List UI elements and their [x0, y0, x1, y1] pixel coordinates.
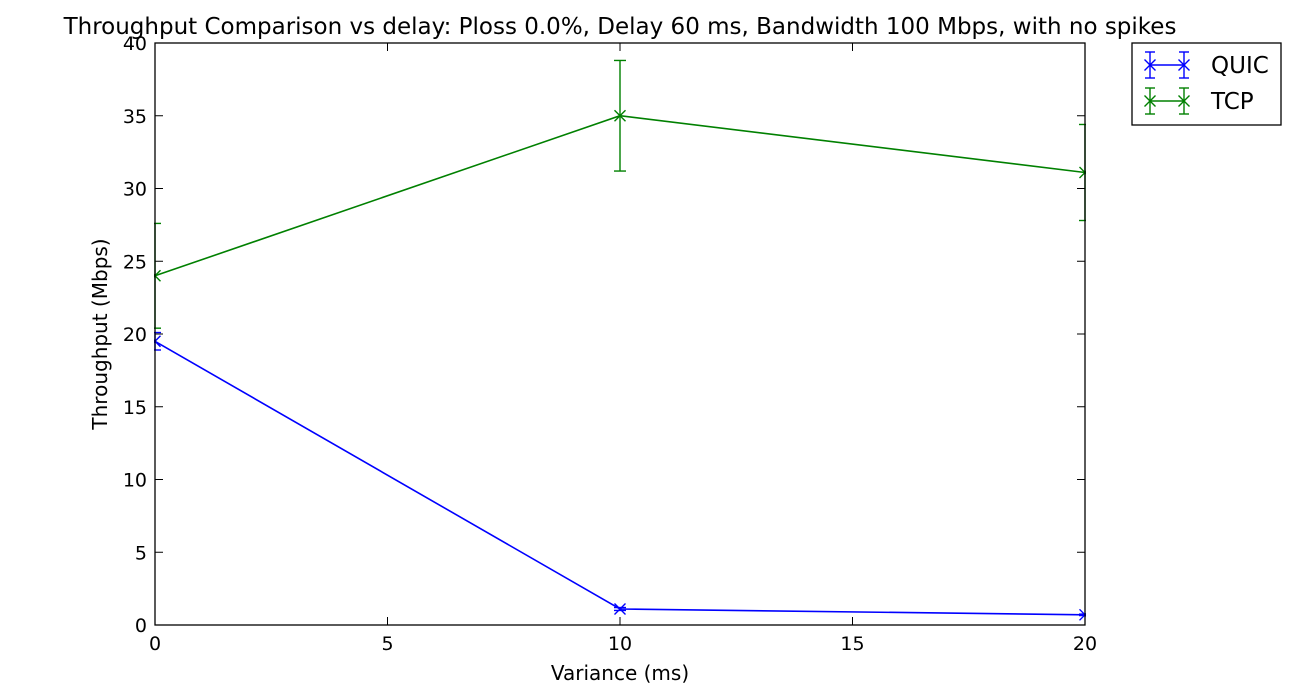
legend-box — [1131, 42, 1282, 126]
y-tick-label: 35 — [123, 106, 147, 128]
x-tick-label: 10 — [608, 633, 632, 655]
plot-area: 0 5 10 15 20 0 5 10 15 20 25 30 35 40 — [123, 33, 1097, 655]
y-tick-label: 40 — [123, 33, 147, 55]
x-tick-label: 5 — [381, 633, 393, 655]
y-tick-label: 25 — [123, 251, 147, 273]
series-line-quic — [154, 340, 1086, 616]
legend-marker-quic — [1178, 59, 1190, 71]
x-tick-label: 0 — [149, 633, 161, 655]
y-tick-label: 5 — [135, 542, 147, 564]
legend-label-tcp: TCP — [1210, 89, 1254, 115]
chart-title: Throughput Comparison vs delay: Ploss 0.… — [63, 14, 1177, 40]
y-axis-label: Throughput (Mbps) — [88, 238, 112, 430]
legend: QUIC TCP — [1131, 42, 1282, 126]
series-quic — [154, 331, 1086, 621]
x-tick-label: 15 — [840, 633, 864, 655]
y-tick-label: 0 — [135, 615, 147, 637]
legend-label-quic: QUIC — [1211, 53, 1269, 79]
ticks-layer: 0 5 10 15 20 0 5 10 15 20 25 30 35 40 — [123, 33, 1097, 655]
series-layer — [154, 59, 1086, 621]
x-axis-label: Variance (ms) — [551, 661, 689, 685]
y-tick-label: 15 — [123, 397, 147, 419]
y-tick-label: 30 — [123, 179, 147, 201]
legend-marker-tcp — [1144, 95, 1156, 107]
legend-marker-tcp — [1178, 95, 1190, 107]
x-tick-label: 20 — [1073, 633, 1097, 655]
data-point-quic — [614, 603, 626, 615]
legend-marker-quic — [1144, 59, 1156, 71]
legend-items: QUIC TCP — [1144, 51, 1269, 115]
y-tick-label: 20 — [123, 324, 147, 346]
data-point-tcp — [614, 109, 626, 122]
y-tick-label: 10 — [123, 470, 147, 492]
series-tcp — [154, 59, 1086, 329]
